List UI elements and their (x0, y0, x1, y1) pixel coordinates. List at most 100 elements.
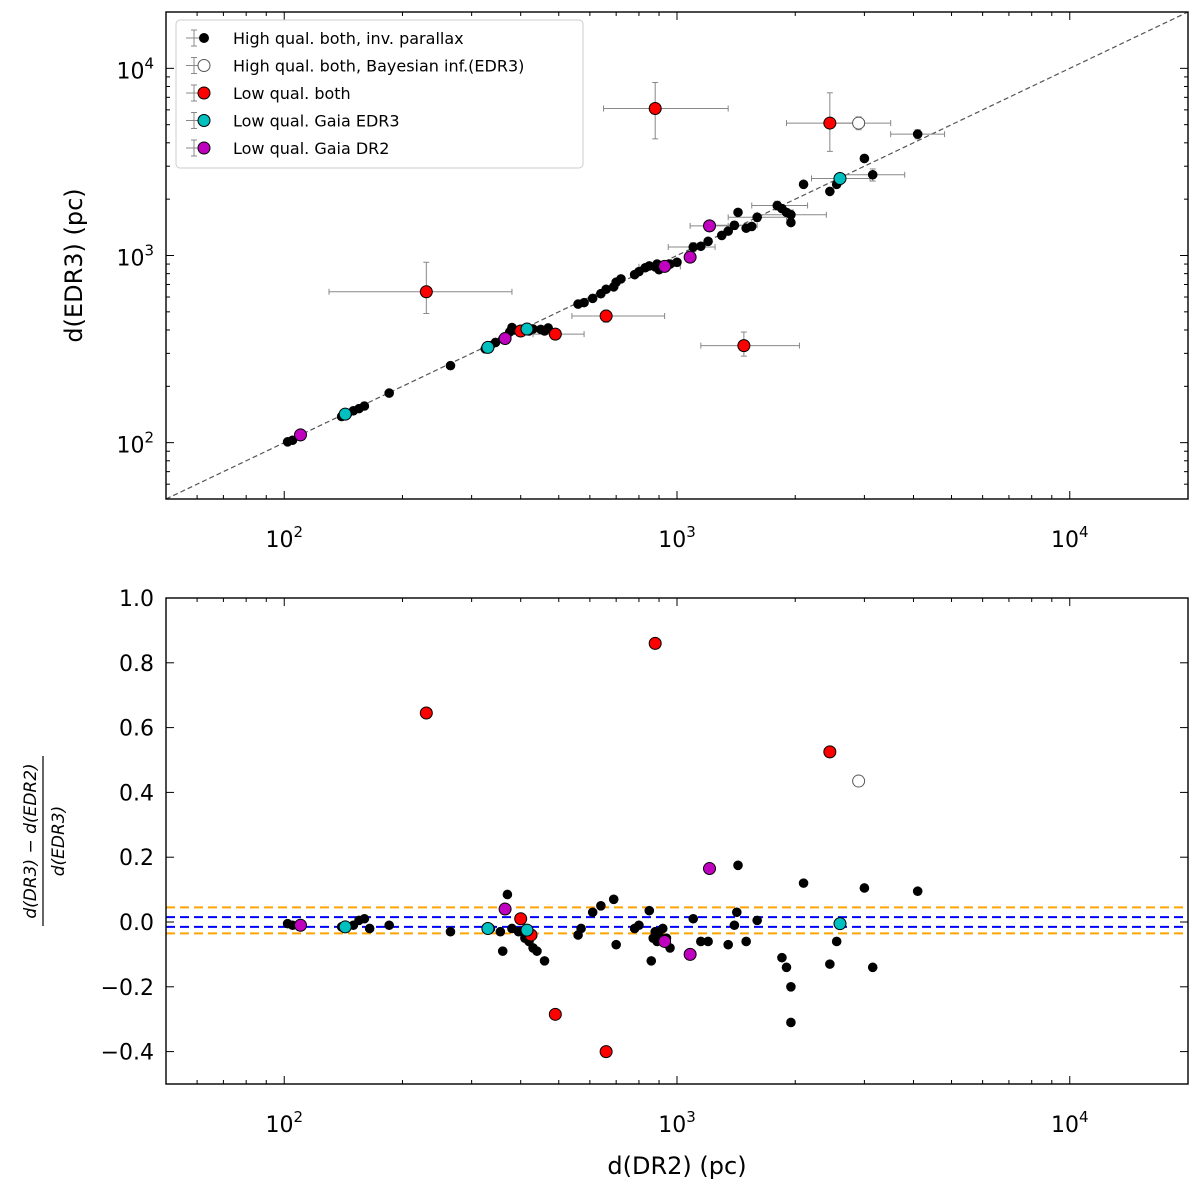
legend-marker (199, 33, 209, 43)
data-point-high-quality (786, 217, 796, 228)
error-bar (603, 82, 729, 140)
bottom-y-axis-label: d(DR3) − d(EDR2) d(EDR3) (21, 756, 69, 926)
data-point-high-quality (532, 946, 542, 956)
bottom-data-points (282, 636, 923, 1059)
data-point-high-quality (798, 179, 809, 190)
tick-label: 104 (116, 54, 154, 84)
data-point-low-quality (683, 947, 697, 961)
data-point-low-quality (683, 250, 697, 264)
legend-marker (197, 86, 211, 100)
tick-label: 102 (265, 523, 303, 553)
data-point-low-quality (658, 934, 672, 948)
data-point-low-quality (338, 407, 352, 421)
data-point-low-quality (419, 706, 433, 720)
data-point-high-quality (859, 153, 870, 164)
data-point-high-quality (579, 297, 589, 308)
data-point-high-quality (859, 883, 870, 893)
data-point-high-quality (696, 241, 706, 252)
data-point-high-quality (912, 129, 923, 139)
data-point-high-quality (364, 923, 375, 934)
data-point-high-quality (729, 920, 740, 931)
legend-marker (197, 141, 211, 155)
tick-label: 0.0 (119, 911, 154, 936)
legend-entry: Low qual. Gaia DR2 (186, 139, 389, 158)
data-point-low-quality (498, 902, 512, 916)
data-point-high-quality (723, 226, 733, 236)
data-point-low-quality (703, 862, 717, 876)
top-axis-ticks (165, 11, 1189, 500)
data-point-high-quality (752, 212, 762, 223)
bottom-plot-frame (165, 597, 1189, 1085)
data-point-high-quality (445, 926, 456, 937)
data-point-high-quality (616, 274, 626, 284)
data-point-high-quality (445, 360, 456, 371)
data-point-low-quality (338, 920, 352, 934)
data-point-high-quality (644, 905, 655, 916)
y-label-numerator: d(DR3) − d(EDR2) (21, 763, 41, 918)
data-point-high-quality (746, 221, 757, 232)
data-point-high-quality (497, 946, 508, 956)
tick-label: −0.2 (101, 976, 154, 1001)
data-point-low-quality (419, 285, 433, 299)
data-point-high-quality (781, 962, 792, 973)
data-point-low-quality (599, 309, 613, 323)
tick-label: 0.4 (119, 781, 154, 806)
bottom-x-tick-labels: 102 103 104 (265, 1108, 1088, 1138)
data-point-high-quality (867, 962, 878, 973)
data-point-high-quality (688, 913, 699, 924)
data-point-low-quality (293, 918, 307, 932)
tick-label: 104 (1051, 523, 1089, 553)
legend: High qual. both, inv. parallax High qual.… (175, 19, 584, 169)
data-point-high-quality (777, 952, 787, 963)
data-point-high-quality (596, 900, 606, 911)
data-point-high-quality (672, 257, 682, 268)
bottom-y-tick-labels: −0.4 −0.2 0.0 0.2 0.4 0.6 0.8 1.0 (101, 587, 154, 1066)
legend-marker (197, 59, 211, 72)
data-point-low-quality (548, 327, 562, 341)
top-panel: 102 103 104 102 103 104 d(EDR3) (pc) High qu… (60, 11, 1189, 553)
tick-label: 103 (658, 1108, 696, 1138)
data-point-high-quality (729, 220, 740, 231)
data-point-high-quality (867, 169, 878, 180)
data-point-high-quality (825, 959, 835, 969)
data-point-high-quality (502, 889, 513, 900)
data-point-low-quality (737, 339, 751, 353)
tick-label: 103 (116, 242, 154, 272)
data-point-high-quality (831, 936, 842, 947)
data-point-high-quality (384, 388, 394, 398)
legend-entry: High qual. both, inv. parallax (186, 29, 464, 48)
data-point-high-quality (611, 939, 621, 950)
data-point-high-quality (733, 207, 743, 218)
tick-label: 103 (658, 523, 696, 553)
data-point-high-quality (703, 236, 713, 247)
data-point-low-quality (833, 171, 847, 185)
legend-label: High qual. both, inv. parallax (233, 29, 464, 48)
data-point-high-quality (912, 886, 923, 897)
data-point-low-quality (823, 745, 837, 759)
data-point-low-quality (703, 219, 717, 233)
data-point-high-quality (539, 956, 550, 966)
data-point-low-quality (658, 259, 672, 273)
data-point-high-quality (741, 936, 751, 947)
bottom-axis-ticks (165, 597, 1189, 1084)
tick-label: 1.0 (119, 587, 154, 612)
data-point-high-quality (657, 923, 668, 934)
data-point-high-quality (786, 981, 796, 992)
data-point-low-quality (548, 1007, 562, 1021)
data-point-high-quality (634, 920, 644, 931)
bottom-panel: 102 103 104 −0.4 −0.2 0.0 0.2 0.4 0.6 0.8 1.0 d(D… (21, 587, 1189, 1180)
legend-entry: Low qual. both (186, 84, 351, 103)
top-reference-line (165, 11, 1189, 500)
top-y-axis-label: d(EDR3) (pc) (60, 188, 88, 342)
data-point-high-quality (576, 923, 586, 934)
data-point-low-quality (481, 921, 495, 935)
data-point-high-quality (752, 915, 762, 926)
data-point-high-quality (732, 907, 742, 918)
data-point-high-quality (359, 913, 370, 924)
tick-label: 0.8 (119, 652, 154, 677)
data-point-high-quality (646, 956, 657, 966)
tick-label: 0.6 (119, 717, 154, 742)
legend-box (175, 19, 584, 169)
data-point-high-quality (587, 293, 598, 304)
